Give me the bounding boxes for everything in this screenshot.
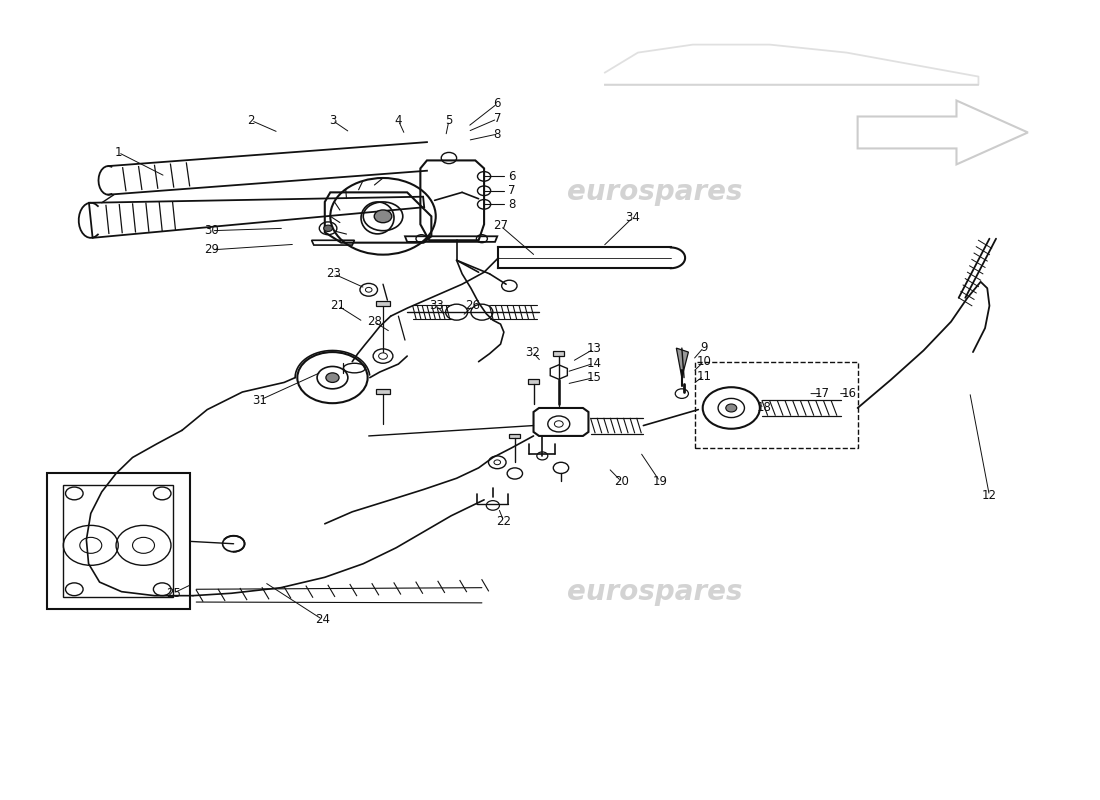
Text: 31: 31 bbox=[253, 394, 267, 406]
Text: 21: 21 bbox=[330, 299, 345, 312]
Text: 18: 18 bbox=[757, 402, 772, 414]
Polygon shape bbox=[376, 389, 389, 394]
Text: 19: 19 bbox=[652, 475, 668, 488]
Text: 10: 10 bbox=[696, 355, 712, 368]
Text: 15: 15 bbox=[586, 371, 602, 384]
Circle shape bbox=[323, 225, 332, 231]
Text: 5: 5 bbox=[446, 114, 452, 127]
Circle shape bbox=[726, 404, 737, 412]
Text: 17: 17 bbox=[815, 387, 830, 400]
Text: 9: 9 bbox=[700, 341, 707, 354]
Circle shape bbox=[374, 210, 392, 222]
Text: 8: 8 bbox=[494, 127, 501, 141]
Text: 29: 29 bbox=[205, 243, 219, 256]
Text: 30: 30 bbox=[205, 224, 219, 237]
Text: 27: 27 bbox=[493, 219, 508, 233]
Text: 22: 22 bbox=[496, 515, 512, 528]
Circle shape bbox=[326, 373, 339, 382]
Text: 20: 20 bbox=[614, 475, 629, 488]
Text: 3: 3 bbox=[329, 114, 337, 127]
Text: 13: 13 bbox=[586, 342, 602, 355]
Polygon shape bbox=[376, 301, 389, 306]
Text: 16: 16 bbox=[842, 387, 856, 400]
Polygon shape bbox=[676, 348, 689, 378]
Polygon shape bbox=[509, 434, 520, 438]
Text: 23: 23 bbox=[326, 267, 341, 280]
Text: 11: 11 bbox=[696, 370, 712, 382]
Text: 34: 34 bbox=[625, 211, 640, 225]
Text: 7: 7 bbox=[508, 184, 516, 198]
Text: 2: 2 bbox=[248, 114, 255, 127]
Text: 26: 26 bbox=[465, 299, 481, 312]
Text: 12: 12 bbox=[982, 490, 997, 502]
Text: 6: 6 bbox=[508, 170, 516, 183]
Text: 24: 24 bbox=[315, 613, 330, 626]
Text: 8: 8 bbox=[508, 198, 516, 211]
Text: eurospares: eurospares bbox=[566, 578, 742, 606]
Text: 32: 32 bbox=[525, 346, 540, 358]
Text: 28: 28 bbox=[366, 315, 382, 328]
Text: 25: 25 bbox=[166, 586, 180, 600]
Text: 14: 14 bbox=[586, 357, 602, 370]
Text: 7: 7 bbox=[494, 112, 501, 126]
Text: eurospares: eurospares bbox=[566, 178, 742, 206]
Text: 33: 33 bbox=[429, 299, 444, 312]
Bar bbox=[695, 362, 858, 448]
Polygon shape bbox=[528, 379, 539, 384]
Text: 1: 1 bbox=[114, 146, 122, 159]
Text: 4: 4 bbox=[395, 114, 403, 127]
Text: 6: 6 bbox=[494, 98, 501, 110]
Polygon shape bbox=[553, 351, 564, 356]
